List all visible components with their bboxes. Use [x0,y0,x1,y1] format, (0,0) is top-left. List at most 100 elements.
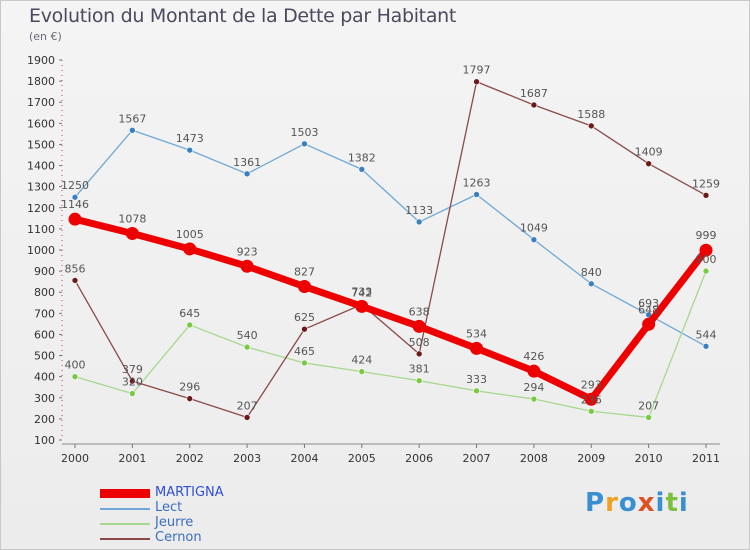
data-label-martigna: 1005 [176,228,204,241]
series-lines [68,78,713,421]
data-label-cernon: 1259 [692,177,720,190]
series-line-lect [74,129,707,347]
data-point-cernon [645,160,652,167]
data-point-martigna [297,280,311,294]
x-tick-label: 2002 [176,452,204,465]
data-label-lect: 840 [581,266,602,279]
data-label-jeurre: 294 [523,381,544,394]
y-tick-label: 500 [34,350,55,363]
y-tick-label: 1900 [27,54,55,67]
data-point-jeurre [587,407,595,415]
y-tick-label: 1400 [27,160,55,173]
chart-title: Evolution du Montant de la Dette par Hab… [29,5,457,27]
data-label-jeurre: 645 [179,307,200,320]
series-line-jeurre [74,270,707,419]
y-tick-label: 1200 [27,202,55,215]
data-label-jeurre: 424 [351,354,372,367]
data-label-cernon: 625 [294,311,315,324]
legend-swatch [100,523,150,525]
data-point-jeurre [71,373,79,380]
axes: 100 200 300 400 500 600 700 800 900 1000 1100 1200 1… [27,54,720,465]
y-tick-label: 800 [34,286,55,299]
logo-letter: r [605,488,619,518]
data-point-martigna [470,341,484,355]
data-point-cernon [186,395,194,402]
data-label-lect: 1473 [176,132,204,145]
data-label-lect: 1133 [405,204,433,217]
data-point-martigna [240,259,254,273]
data-point-lect [358,166,366,173]
data-label-cernon: 856 [65,262,86,275]
logo-letter: i [678,488,689,518]
data-label-jeurre: 320 [122,376,143,389]
y-tick-label: 1800 [27,75,55,88]
data-label-martigna: 638 [409,305,430,318]
data-point-martigna [355,299,369,313]
data-point-jeurre [243,343,251,351]
data-label-jeurre: 400 [65,359,86,372]
y-tick-label: 1700 [27,96,55,109]
data-label-martigna: 1146 [61,198,89,211]
y-tick-label: 200 [34,413,55,426]
data-label-lect: 1361 [233,156,261,169]
data-label-lect: 1567 [118,112,146,125]
x-tick-label: 2005 [348,452,376,465]
data-point-lect [129,127,136,134]
logo-letter: i [655,488,666,518]
data-point-martigna [642,317,656,331]
x-tick-label: 2010 [635,452,663,465]
logo-letter: o [618,488,638,518]
logo-letter: t [665,488,679,518]
legend-label: Cernon [155,530,202,545]
data-label-cernon: 379 [122,363,143,376]
data-label-lect: 1263 [463,176,491,189]
legend-swatch [100,489,150,498]
y-tick-label: 900 [34,265,55,278]
data-point-martigna [412,319,426,333]
data-label-lect: 1250 [61,179,89,192]
data-label-martigna: 827 [294,266,315,279]
data-point-lect [473,191,480,198]
y-tick-label: 600 [34,328,55,341]
data-point-jeurre [645,414,652,421]
data-label-jeurre: 465 [294,345,315,358]
chart-subtitle: (en €) [29,30,62,43]
series-line-martigna [71,215,710,403]
data-point-lect [243,170,251,178]
data-point-cernon [71,277,79,284]
data-label-lect: 1049 [520,222,548,235]
x-tick-label: 2009 [577,452,605,465]
data-label-lect: 1382 [348,151,376,164]
data-label-jeurre: 236 [581,393,602,406]
data-label-martigna: 534 [466,327,487,340]
data-label-martigna: 923 [237,245,258,258]
data-point-lect [71,193,79,201]
data-label-jeurre: 900 [696,253,717,266]
data-point-jeurre [702,267,710,275]
data-labels: 1250 1567 1473 1361 1503 1382 1133 1263 1049 840 6… [61,64,720,413]
data-point-martigna [527,364,541,378]
y-tick-label: 1100 [27,223,55,236]
y-tick-label: 300 [34,392,55,405]
data-label-cernon: 207 [237,399,258,412]
data-point-martigna [125,227,139,241]
data-point-cernon [473,78,480,86]
data-label-lect: 1503 [290,126,318,139]
data-point-jeurre [530,395,538,403]
data-label-cernon: 1797 [463,64,491,77]
x-tick-label: 2006 [405,452,433,465]
legend-label: Lect [155,500,183,515]
data-point-cernon [587,122,595,130]
data-point-cernon [129,377,136,385]
data-point-jeurre [129,390,136,397]
data-point-lect [702,342,710,350]
data-label-martigna: 733 [351,285,372,298]
data-point-jeurre [301,359,308,367]
x-tick-label: 2008 [520,452,548,465]
legend-swatch [100,538,150,540]
data-label-martigna: 999 [696,229,717,242]
data-point-lect [415,218,423,226]
y-tick-label: 1300 [27,181,55,194]
data-point-cernon [530,101,538,109]
